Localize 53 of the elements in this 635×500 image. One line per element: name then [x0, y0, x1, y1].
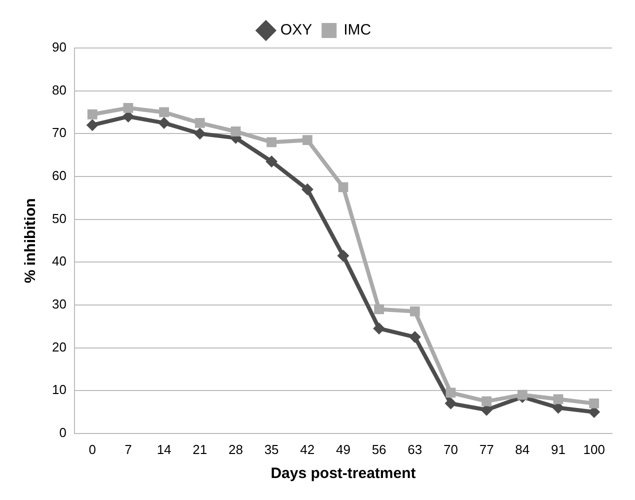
point	[194, 128, 206, 140]
legend-label: IMC	[344, 22, 372, 39]
point	[589, 398, 600, 408]
point	[86, 119, 98, 132]
x-tick-label: 21	[192, 442, 208, 457]
point	[337, 250, 350, 262]
legend-label: OXY	[280, 22, 312, 39]
x-tick-label: 0	[88, 442, 96, 457]
point	[159, 107, 169, 118]
x-tick-label: 49	[336, 442, 350, 457]
point	[123, 103, 134, 113]
y-tick-label: 40	[52, 254, 66, 269]
y-tick-label: 50	[52, 210, 66, 226]
x-tick-label: 84	[515, 442, 530, 457]
y-tick-label: 10	[52, 382, 66, 398]
x-tick-label: 35	[264, 442, 279, 457]
point	[517, 390, 528, 400]
x-tick-label: 100	[583, 442, 605, 457]
x-tick-label: 28	[228, 442, 243, 457]
x-tick-label: 7	[124, 442, 132, 457]
point	[338, 182, 348, 192]
point	[482, 396, 492, 406]
point	[87, 109, 98, 120]
point	[194, 118, 205, 128]
x-tick-label: 91	[551, 442, 566, 457]
y-tick-label: 60	[52, 168, 66, 184]
point	[373, 322, 386, 334]
point	[410, 306, 420, 316]
point	[266, 137, 277, 148]
point	[301, 183, 314, 196]
x-tick-label: 56	[372, 442, 386, 457]
y-tick-label: 30	[52, 296, 66, 312]
y-tick-label: 80	[52, 82, 66, 98]
point	[444, 397, 457, 410]
x-tick-label: 63	[408, 442, 422, 457]
point	[446, 388, 456, 398]
x-tick-label: 70	[444, 442, 458, 457]
point	[158, 116, 170, 129]
point	[230, 126, 241, 136]
y-tick-label: 0	[59, 424, 66, 440]
point	[374, 304, 384, 314]
x-tick-label: 42	[300, 442, 315, 457]
x-tick-label: 77	[479, 442, 494, 457]
y-tick-label: 70	[52, 125, 66, 140]
x-axis-title: Days post-treatment	[270, 465, 416, 482]
y-tick-label: 90	[52, 40, 66, 55]
point	[302, 135, 312, 146]
point	[553, 394, 564, 404]
point	[266, 155, 278, 168]
point	[408, 331, 421, 344]
x-tick-label: 14	[156, 442, 172, 457]
y-axis-title: % inhibition	[22, 198, 40, 284]
y-tick-label: 20	[52, 339, 66, 354]
